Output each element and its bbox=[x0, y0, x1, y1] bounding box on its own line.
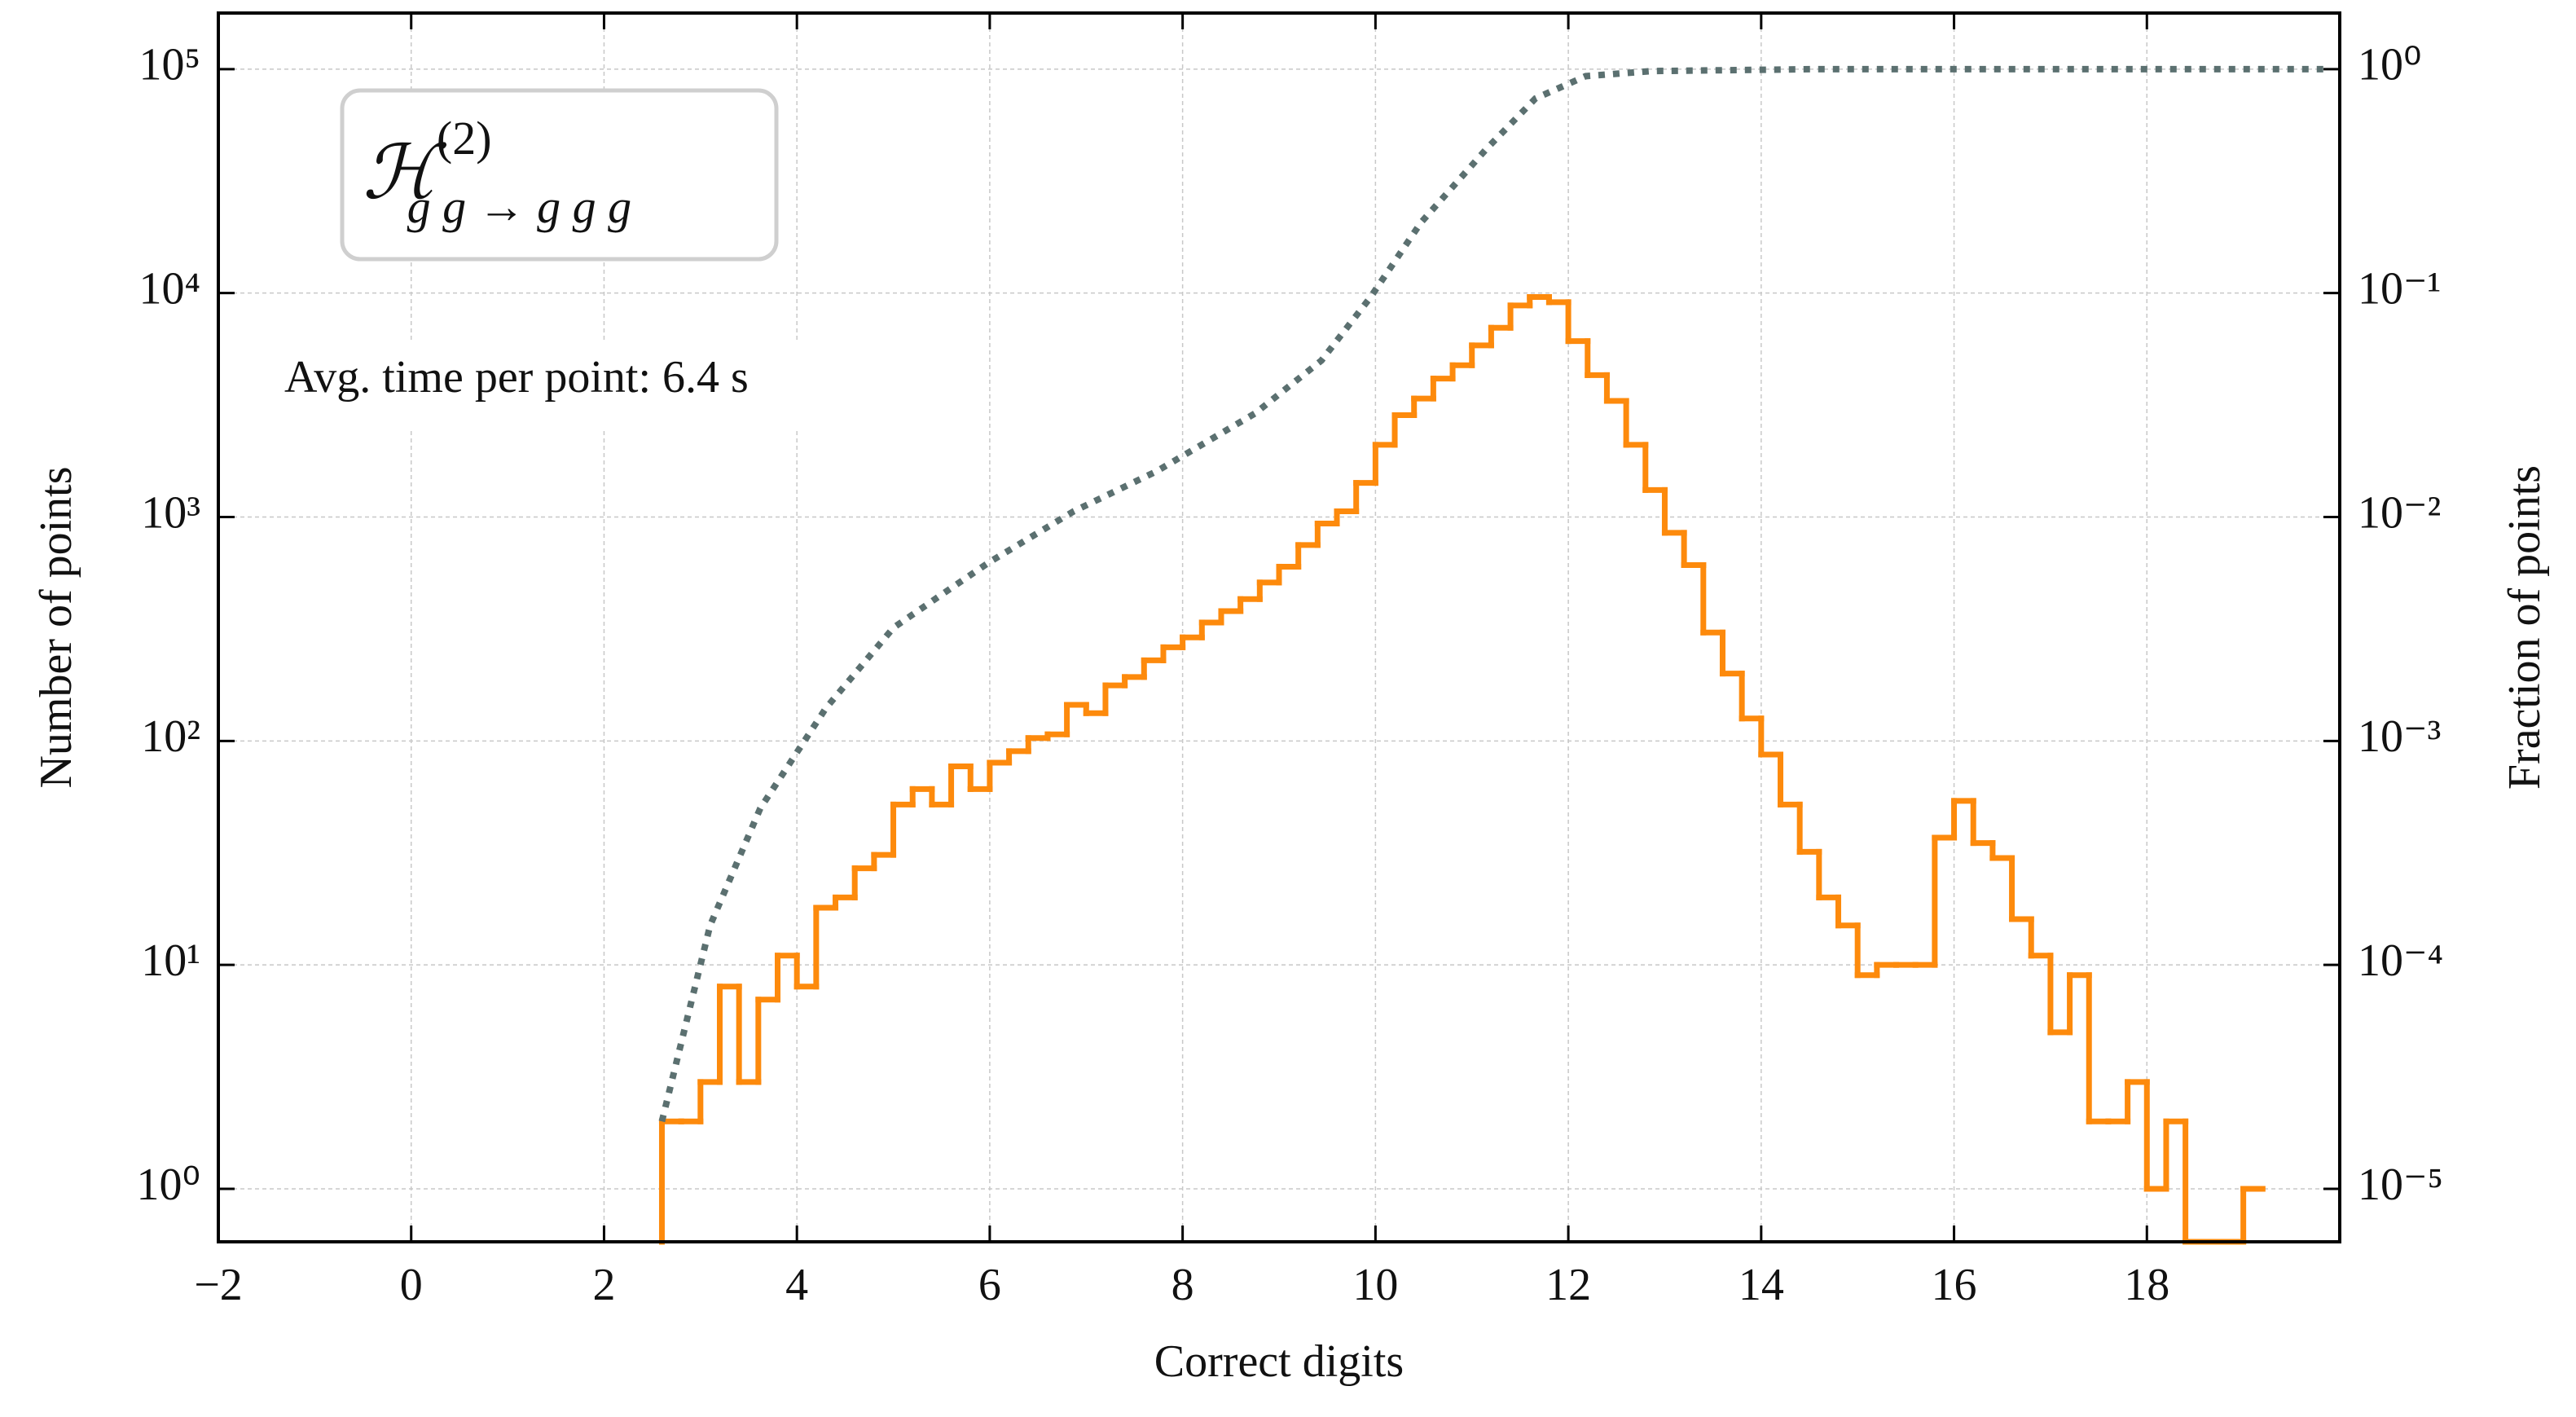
y-tick-label: 10⁵ bbox=[138, 40, 200, 90]
x-tick-label: 12 bbox=[1545, 1260, 1591, 1310]
y2-tick-label: 10⁻⁴ bbox=[2358, 935, 2443, 986]
x-tick-label: 6 bbox=[978, 1260, 1001, 1310]
y-tick-label: 10² bbox=[141, 711, 200, 762]
x-tick-label: 18 bbox=[2124, 1260, 2169, 1310]
x-tick-label: 10 bbox=[1352, 1260, 1398, 1310]
y2-tick-label: 10⁻¹ bbox=[2358, 263, 2441, 314]
x-tick-label: 14 bbox=[1739, 1260, 1784, 1310]
y-tick-label: 10¹ bbox=[141, 935, 200, 986]
label-sup: (2) bbox=[437, 112, 492, 165]
x-tick-label: 8 bbox=[1172, 1260, 1194, 1310]
y2-axis-label: Fraction of points bbox=[2499, 465, 2550, 790]
y-tick-label: 10⁴ bbox=[138, 263, 200, 314]
x-tick-label: 4 bbox=[785, 1260, 808, 1310]
y2-tick-label: 10⁻² bbox=[2358, 487, 2441, 538]
y-tick-label: 10³ bbox=[141, 487, 200, 538]
y-axis-label: Number of points bbox=[31, 466, 81, 788]
y2-tick-label: 10⁻³ bbox=[2358, 711, 2441, 762]
y2-tick-label: 10⁰ bbox=[2358, 40, 2421, 90]
annotation-box bbox=[262, 342, 971, 430]
y-tick-label: 10⁰ bbox=[137, 1160, 200, 1210]
x-tick-label: 16 bbox=[1932, 1260, 1977, 1310]
process-label: ℋ(2) g g → g g g bbox=[363, 112, 631, 233]
x-tick-label: −2 bbox=[194, 1260, 243, 1310]
label-sub: g g → g g g bbox=[407, 180, 632, 233]
label-main: ℋ bbox=[363, 131, 447, 214]
x-axis-label: Correct digits bbox=[1154, 1336, 1404, 1387]
x-tick-label: 0 bbox=[400, 1260, 423, 1310]
plot-frame bbox=[217, 11, 2341, 1243]
y2-tick-label: 10⁻⁵ bbox=[2358, 1160, 2443, 1210]
x-tick-label: 2 bbox=[592, 1260, 615, 1310]
label-box bbox=[340, 88, 779, 262]
annotation: Avg. time per point: 6.4 s bbox=[284, 352, 749, 403]
cumulative-line bbox=[658, 65, 2328, 1123]
